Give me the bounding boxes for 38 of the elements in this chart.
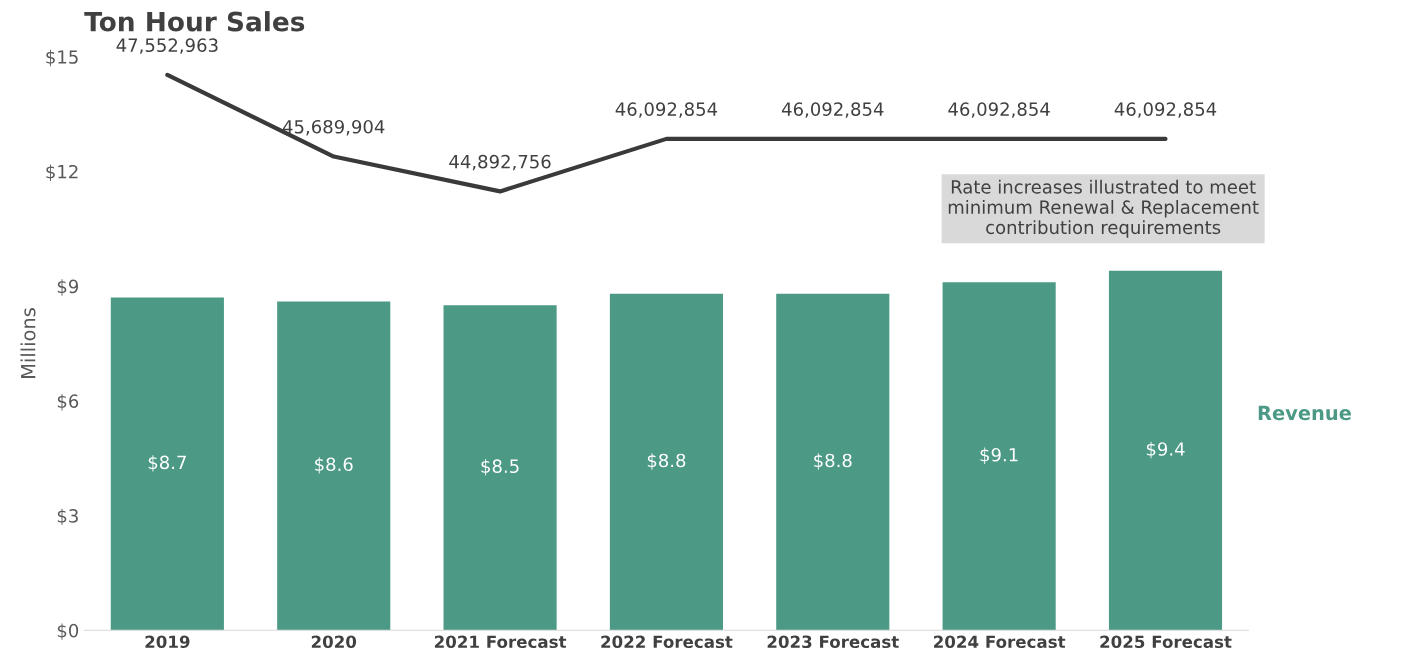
data-label: 46,092,854: [615, 102, 718, 118]
chart-title: Ton Hour Sales: [84, 11, 305, 32]
data-label: 45,689,904: [282, 119, 385, 136]
x-tick-label: 2022 Forecast: [601, 635, 733, 649]
data-label: 44,892,756: [449, 154, 551, 171]
data-label: $8.8: [814, 453, 852, 470]
y-tick-label: $15: [46, 49, 78, 67]
y-tick-label: $3: [57, 508, 78, 526]
x-tick-label: 2023 Forecast: [767, 635, 899, 649]
x-tick-label: 2020: [311, 635, 357, 649]
data-label: $8.8: [647, 453, 686, 470]
data-label: $9.1: [980, 447, 1018, 464]
data-label: $8.6: [315, 457, 353, 474]
y-tick-label: $9: [57, 279, 79, 296]
y-tick-label: $12: [46, 164, 78, 181]
bar: [443, 305, 557, 631]
data-label: 46,092,854: [781, 102, 884, 118]
bar: [277, 301, 391, 631]
bar: [609, 293, 723, 631]
data-label: $8.7: [148, 455, 186, 472]
data-label: 46,092,854: [1114, 102, 1217, 118]
annotation: Rate increases illustrated to meet minimum Renewal & Replacement contribution requirements: [948, 179, 1259, 238]
x-tick-label: 2021 Forecast: [434, 635, 567, 649]
data-label: 47,552,963: [116, 38, 218, 54]
bar: [1108, 270, 1223, 631]
data-label: $8.5: [481, 459, 519, 476]
bar: [776, 293, 890, 631]
y-tick-label: $6: [57, 394, 79, 411]
y-axis-title: Millions: [20, 308, 36, 378]
x-tick-label: 2024 Forecast: [934, 635, 1066, 649]
data-label: $9.4: [1146, 441, 1185, 459]
bar: [110, 297, 224, 631]
data-label: 46,092,854: [948, 102, 1050, 118]
x-tick-label: 2025 Forecast: [1100, 635, 1232, 649]
x-tick-label: 2019: [145, 635, 190, 649]
y-tick-label: $0: [57, 623, 79, 640]
series-label: Revenue: [1258, 405, 1351, 421]
bar: [942, 282, 1056, 631]
